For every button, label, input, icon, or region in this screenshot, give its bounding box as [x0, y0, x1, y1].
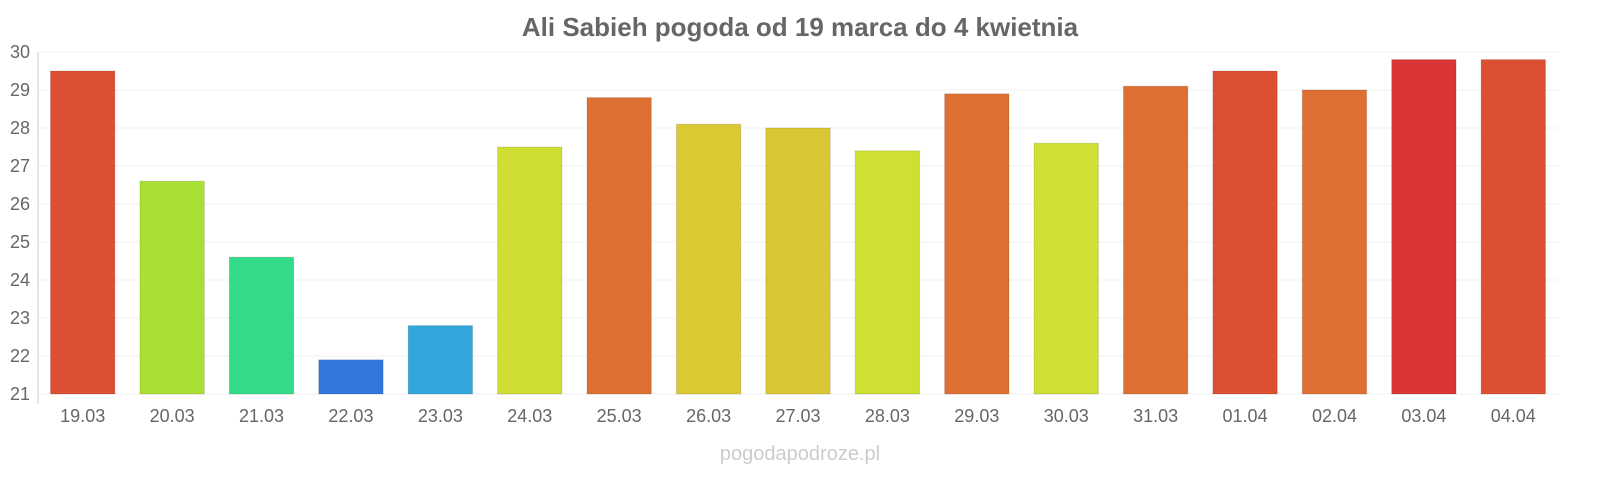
y-tick-label: 25 [10, 232, 30, 252]
bar-19.03 [50, 70, 116, 395]
bar-20.03 [139, 180, 205, 395]
y-tick-label: 23 [10, 308, 30, 328]
y-tick-label: 26 [10, 194, 30, 214]
x-tick-label: 21.03 [239, 406, 284, 426]
x-tick-label: 31.03 [1133, 406, 1178, 426]
chart-title: Ali Sabieh pogoda od 19 marca do 4 kwiet… [522, 12, 1079, 42]
y-tick-label: 22 [10, 346, 30, 366]
y-tick-label: 30 [10, 42, 30, 62]
bar-23.03 [407, 325, 474, 395]
y-tick-label: 27 [10, 156, 30, 176]
x-tick-label: 28.03 [865, 406, 910, 426]
x-tick-label: 02.04 [1312, 406, 1357, 426]
x-axis: 19.03 20.03 21.03 22.03 23.03 24.03 25.03 26.03… [60, 406, 1536, 426]
x-tick-label: 30.03 [1044, 406, 1089, 426]
bar-21.03 [228, 256, 295, 395]
bar-01.04 [1212, 70, 1278, 395]
x-tick-label: 22.03 [328, 406, 373, 426]
y-axis: 21 22 23 24 25 26 27 28 29 30 [10, 42, 30, 404]
x-tick-label: 23.03 [418, 406, 463, 426]
x-tick-label: 26.03 [686, 406, 731, 426]
x-tick-label: 20.03 [150, 406, 195, 426]
x-tick-label: 25.03 [597, 406, 642, 426]
bar-26.03 [675, 123, 742, 395]
x-tick-label: 24.03 [507, 406, 552, 426]
bar-29.03 [944, 93, 1010, 395]
watermark: pogodapodroze.pl [720, 443, 880, 465]
bar-03.04 [1391, 59, 1457, 395]
x-tick-label: 19.03 [60, 406, 105, 426]
bar-24.03 [497, 146, 563, 395]
bar-22.03 [318, 359, 384, 395]
bar-28.03 [854, 150, 921, 395]
x-tick-label: 27.03 [775, 406, 820, 426]
y-tick-label: 21 [10, 384, 30, 404]
bar-27.03 [765, 127, 831, 395]
bar-30.03 [1033, 142, 1099, 395]
bar-25.03 [586, 97, 652, 395]
bar-04.04 [1480, 59, 1546, 395]
bar-02.04 [1301, 89, 1368, 395]
x-tick-label: 29.03 [954, 406, 999, 426]
y-tick-label: 29 [10, 80, 30, 100]
x-tick-label: 03.04 [1401, 406, 1446, 426]
bars [50, 59, 1546, 395]
bar-31.03 [1122, 85, 1189, 395]
y-tick-label: 24 [10, 270, 30, 290]
y-tick-label: 28 [10, 118, 30, 138]
x-tick-label: 01.04 [1223, 406, 1268, 426]
x-tick-label: 04.04 [1491, 406, 1536, 426]
